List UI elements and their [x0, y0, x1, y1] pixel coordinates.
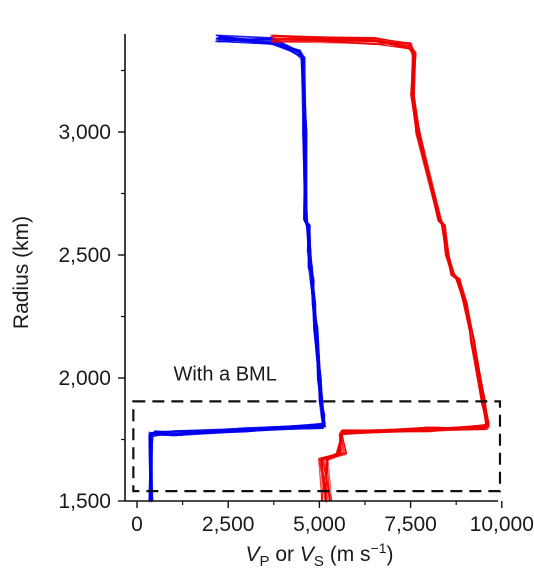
dashed-box-layer — [132, 400, 502, 493]
x-tick-label: 2,500 — [202, 513, 255, 536]
series-line-0-24 — [150, 41, 325, 501]
series-blue-ensemble — [148, 34, 327, 503]
y-tick-label: 2,500 — [58, 244, 111, 267]
labels-layer: 0 2,500 5,000 7,500 10,000 1,500 2,000 2,500 3,0… — [10, 121, 534, 570]
x-tick-label: 10,000 — [470, 513, 534, 536]
x-tick-label: 5,000 — [293, 513, 346, 536]
series-line-0-25 — [150, 35, 326, 502]
bml-dashed-box — [132, 400, 502, 493]
bml-annotation: With a BML — [173, 363, 276, 385]
x-tick-label: 0 — [131, 513, 143, 536]
series-line-1-24 — [273, 37, 488, 502]
series-layer — [148, 34, 490, 503]
series-red-ensemble — [269, 34, 490, 503]
y-tick-label: 2,000 — [58, 367, 111, 390]
y-tick-label: 1,500 — [58, 490, 111, 513]
y-tick-label: 3,000 — [58, 121, 111, 144]
x-axis-title: VP or VS (m s−1) — [245, 540, 393, 570]
y-axis-title: Radius (km) — [10, 216, 33, 329]
x-tick-label: 7,500 — [384, 513, 437, 536]
axes-layer — [118, 34, 503, 508]
series-line-1-25 — [272, 38, 489, 503]
